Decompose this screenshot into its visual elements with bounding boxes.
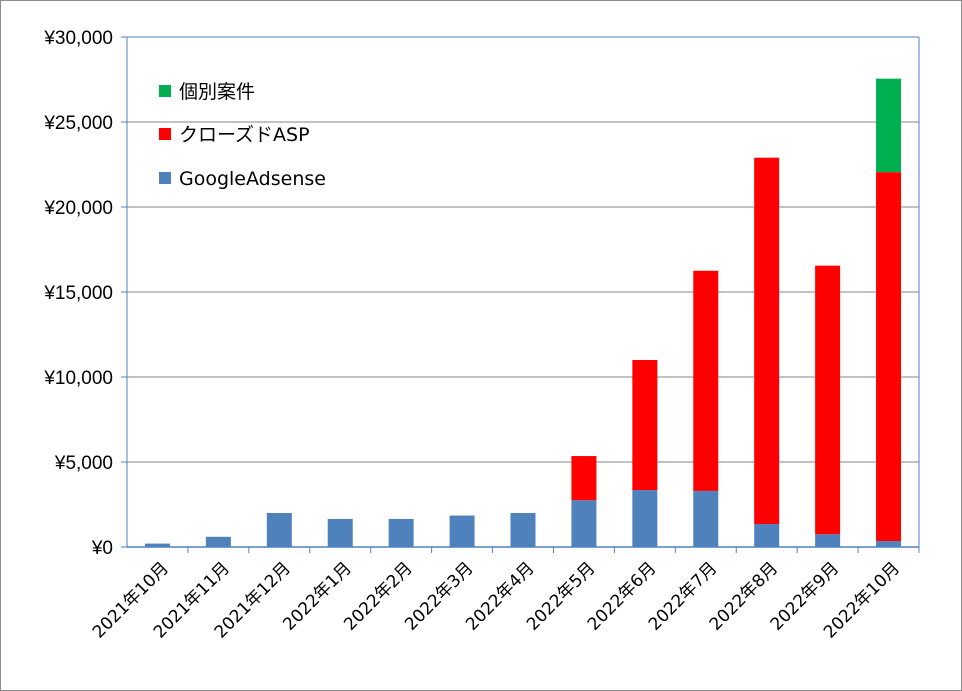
bar-segment [205, 536, 231, 547]
y-tick-label: ¥30,000 [43, 28, 113, 49]
bar-segment [449, 515, 475, 547]
bar-segment [815, 265, 841, 535]
legend-label: GoogleAdsense [179, 168, 326, 190]
bar-segment [571, 456, 597, 501]
bar-segment [754, 524, 780, 547]
y-tick-label: ¥25,000 [43, 113, 113, 134]
legend-label: 個別案件 [179, 81, 255, 103]
bar-segment [266, 513, 292, 547]
bar-segment [632, 360, 658, 491]
bar-segment [876, 172, 902, 542]
bar-segment [754, 157, 780, 525]
x-tick-labels: 2021年10月2021年11月2021年12月2022年1月2022年2月20… [89, 558, 904, 642]
y-tick-label: ¥20,000 [43, 198, 113, 219]
legend-label: クローズドASP [179, 124, 310, 146]
y-tick-label: ¥5,000 [54, 453, 113, 474]
legend-swatch [159, 85, 171, 97]
bar-segment [327, 518, 353, 547]
bar-segment [510, 513, 536, 547]
legend-swatch [159, 128, 171, 140]
y-tick-label: ¥15,000 [43, 283, 113, 304]
y-tick-labels: ¥0 ¥5,000 ¥10,000 ¥15,000 ¥20,000 ¥25,000 ¥30,… [43, 28, 113, 559]
bar-segment [693, 490, 719, 547]
bar-segment [876, 78, 902, 173]
legend-swatch [159, 172, 171, 184]
bars [144, 78, 902, 547]
y-tick-label: ¥0 [91, 538, 113, 559]
bar-segment [388, 518, 414, 547]
bar-segment [693, 270, 719, 491]
axes [121, 36, 920, 553]
bar-segment [876, 541, 902, 547]
bar-segment [571, 500, 597, 547]
bar-segment [815, 534, 841, 547]
y-tick-label: ¥10,000 [43, 368, 113, 389]
bar-segment [144, 543, 170, 547]
bar-segment [632, 490, 658, 547]
